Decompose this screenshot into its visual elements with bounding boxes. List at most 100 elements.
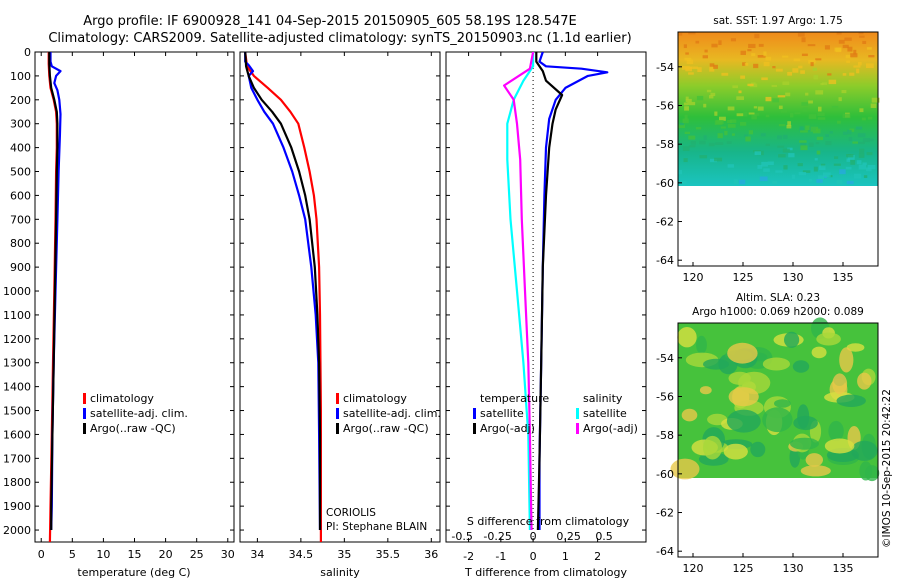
sst-texture-cell [816,150,821,155]
sst-texture-cell [680,181,687,185]
sst-texture-cell [866,63,874,68]
sst-texture-cell [845,166,852,170]
sst-texture-cell [763,51,767,57]
legend-header-temperature: temperature [480,392,549,405]
temperature-series [47,52,62,542]
sst-texture-cell [855,126,863,130]
depth-tick-label: 1100 [3,309,31,322]
salinity-x-axis: 34 34.5 35 35.5 36 [250,52,438,561]
depth-tick-label: 500 [10,166,31,179]
sst-texture-cell [678,170,683,175]
sst-texture-cell [848,137,853,142]
sst-texture-cell [765,96,772,102]
sst-map-axes: 120 125 130 135 -54 -56 -58 -60 -62 -64 [656,61,853,284]
map-x-tick-label: 130 [783,562,804,575]
sst-texture-cell [742,62,746,66]
x-tick-label: 15 [128,548,142,561]
sla-map-panel: Altim. SLA: 0.23 Argo h1000: 0.069 h2000… [656,292,880,575]
sst-texture-cell [842,131,848,135]
sst-texture-cell [760,133,766,137]
sst-texture-cell [736,96,744,100]
sst-texture-cell [758,43,764,47]
sst-texture-cell [788,153,795,158]
sst-texture-cell [822,172,831,178]
salinity-x-label: salinity [320,566,360,579]
sst-texture-cell [810,62,814,67]
sst-texture-cell [802,170,811,173]
sst-texture-cell [751,82,756,85]
sla-texture-cell [703,435,722,460]
sst-texture-cell [831,105,839,109]
sst-texture-cell [751,53,756,57]
sla-texture-cell [784,331,800,348]
sst-texture-cell [777,145,785,148]
sst-texture-cell [856,160,862,165]
sst-texture-cell [870,103,877,109]
sst-texture-cell [797,32,805,37]
sst-texture-cell [785,92,791,97]
sst-texture-cell [783,165,788,170]
sst-texture-cell [816,136,824,141]
sst-texture-cell [816,179,823,183]
sst-texture-cell [772,66,776,69]
sst-texture-cell [807,44,816,47]
coriolis-annotation: CORIOLIS [326,507,376,519]
temperature-axes-frame [34,51,235,543]
sst-texture-cell [777,95,786,98]
map-y-tick-label: -62 [656,216,674,229]
sst-texture-cell [753,63,759,69]
figure-title-line2: Climatology: CARS2009. Satellite-adjuste… [48,31,631,46]
sst-texture-cell [757,106,764,111]
depth-tick-label: 1300 [3,357,31,370]
depth-tick-label: 100 [10,70,31,83]
sst-texture-cell [829,131,833,134]
sst-texture-cell [714,157,723,162]
sst-texture-cell [810,126,819,132]
sst-texture-cell [732,85,738,89]
legend-swatch [336,393,339,404]
sst-texture-cell [793,58,801,62]
sla-map-title-1: Altim. SLA: 0.23 [736,292,820,304]
sla-texture-cell [824,438,855,454]
map-x-tick-label: 120 [683,562,704,575]
sla-texture-cell [750,441,766,458]
s-difference-label: S difference from climatology [467,515,630,528]
salinity-series [244,52,322,542]
series-line-satellite-adj-clim- [244,52,322,531]
sla-texture-cell [762,357,791,371]
depth-tick-label: 0 [24,46,31,59]
sst-texture-cell [815,90,824,95]
sla-map-axes: 120 125 130 135 -54 -56 -58 -60 -62 -64 [656,352,853,575]
sst-texture-cell [688,135,696,140]
sst-texture-cell [703,103,707,108]
sst-texture-cell [706,89,712,93]
x-tick-label: 0 [38,548,45,561]
sst-texture-cell [727,124,736,128]
sst-texture-cell [787,71,793,76]
x-tick-label: 30 [221,548,235,561]
sst-texture-cell [842,73,847,76]
series-line-salinity-satellite [506,52,535,531]
difference-panel: -2 -1 0 1 2 -0.5 -0.25 0 0.25 0.5 temperature sali… [445,51,647,579]
sst-texture-cell [727,164,734,168]
x-tick-label: 2 [594,550,601,563]
series-line-temperature-argo-adj- [535,52,564,531]
sst-texture-cell [717,133,723,139]
sst-texture-cell [856,68,860,74]
salinity-legend: climatology satellite-adj. clim. Argo(..ra… [336,392,441,435]
depth-tick-label: 1400 [3,381,31,394]
map-y-tick-label: -58 [656,429,674,442]
sla-texture-cell [762,407,793,433]
series-line-argo-raw-qc- [244,52,322,530]
legend-label: satellite [583,407,627,420]
x-tick-label: 36 [424,548,438,561]
sst-texture-cell [763,61,770,67]
sst-texture-cell [778,105,783,110]
sst-texture-cell [683,158,688,163]
sst-texture-cell [716,120,724,125]
sla-texture-cell [774,399,791,408]
sst-texture-cell [748,43,756,49]
depth-tick-label: 700 [10,213,31,226]
sst-texture-cell [853,65,861,68]
sst-texture-cell [814,158,818,161]
